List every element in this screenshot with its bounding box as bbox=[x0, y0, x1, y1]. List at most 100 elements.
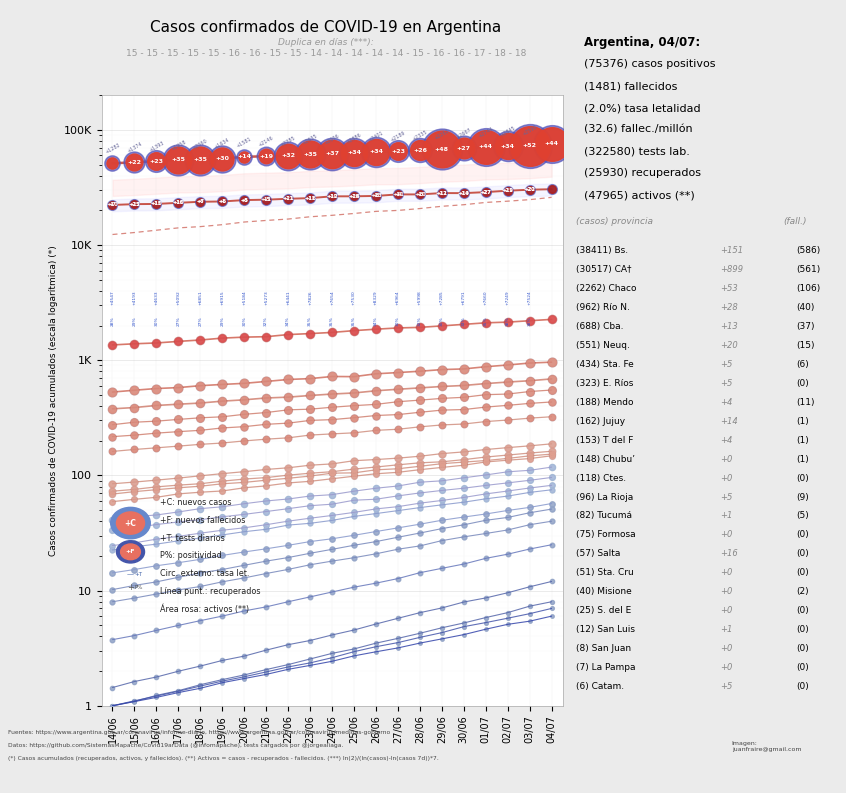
Text: +24: +24 bbox=[349, 193, 360, 199]
Text: 30%: 30% bbox=[440, 316, 444, 326]
Text: +1374: +1374 bbox=[126, 141, 143, 154]
Text: (106): (106) bbox=[796, 284, 821, 293]
Text: (casos) provincia: (casos) provincia bbox=[576, 216, 653, 225]
Text: (30517) CA†: (30517) CA† bbox=[576, 265, 632, 274]
Text: 15 - 15 - 15 - 15 - 15 - 16 - 16 - 15 - 15 - 14 - 14 - 14 - 14 - 14 - 15 - 16 - : 15 - 15 - 15 - 15 - 15 - 16 - 16 - 15 - … bbox=[125, 49, 526, 58]
Y-axis label: Casos confirmados de COVID-19 acumulados (escala logarítmica) (*): Casos confirmados de COVID-19 acumulados… bbox=[49, 245, 58, 556]
Text: (561): (561) bbox=[796, 265, 821, 274]
Text: +T: +T bbox=[135, 572, 143, 577]
Text: +1581: +1581 bbox=[236, 136, 253, 148]
Text: +22: +22 bbox=[128, 160, 141, 165]
Text: P%: P% bbox=[135, 584, 143, 590]
Text: +6: +6 bbox=[196, 199, 204, 205]
Text: 38%: 38% bbox=[528, 316, 531, 326]
Text: (47965) activos (**): (47965) activos (**) bbox=[584, 190, 695, 201]
Text: +6: +6 bbox=[240, 197, 248, 202]
Text: +7826: +7826 bbox=[308, 290, 312, 305]
Text: +2262: +2262 bbox=[433, 128, 450, 140]
Text: Argentina, 04/07:: Argentina, 04/07: bbox=[584, 36, 700, 49]
Text: +10: +10 bbox=[459, 190, 470, 196]
Text: +30: +30 bbox=[216, 156, 229, 161]
Text: (75) Formosa: (75) Formosa bbox=[576, 531, 636, 539]
Text: +151: +151 bbox=[721, 246, 744, 255]
Text: +0: +0 bbox=[721, 663, 733, 672]
Text: +23: +23 bbox=[391, 149, 405, 154]
Text: (0): (0) bbox=[796, 626, 810, 634]
Text: +48: +48 bbox=[435, 147, 449, 151]
Text: (0): (0) bbox=[796, 645, 810, 653]
Text: +12: +12 bbox=[129, 201, 140, 207]
Text: +0: +0 bbox=[721, 588, 733, 596]
Text: (5): (5) bbox=[796, 511, 810, 520]
Text: +16: +16 bbox=[173, 201, 184, 205]
Text: (82) Tucumá: (82) Tucumá bbox=[576, 511, 632, 520]
Text: +7285: +7285 bbox=[440, 290, 444, 305]
Text: +: + bbox=[127, 583, 134, 592]
Text: (25) S. del E: (25) S. del E bbox=[576, 607, 631, 615]
Text: 30%: 30% bbox=[242, 316, 246, 326]
Text: +899: +899 bbox=[721, 265, 744, 274]
Text: +C: +C bbox=[124, 519, 136, 527]
Text: +14: +14 bbox=[237, 155, 251, 159]
Text: +4547: +4547 bbox=[111, 290, 114, 305]
Text: +7654: +7654 bbox=[330, 290, 334, 305]
Text: (2262) Chaco: (2262) Chaco bbox=[576, 284, 637, 293]
Text: +2744: +2744 bbox=[477, 126, 494, 139]
Text: +37: +37 bbox=[325, 151, 339, 156]
Text: 34%: 34% bbox=[374, 316, 378, 326]
Text: 35%: 35% bbox=[330, 316, 334, 326]
Text: (0): (0) bbox=[796, 473, 810, 482]
Text: (7) La Pampa: (7) La Pampa bbox=[576, 663, 635, 672]
Text: +7524: +7524 bbox=[528, 290, 531, 305]
Text: +2146: +2146 bbox=[258, 136, 275, 148]
Text: +7: +7 bbox=[196, 199, 205, 205]
Text: +5092: +5092 bbox=[176, 290, 180, 305]
Text: (0): (0) bbox=[796, 550, 810, 558]
Circle shape bbox=[121, 544, 140, 560]
Text: (11): (11) bbox=[796, 397, 815, 407]
Text: (25930) recuperados: (25930) recuperados bbox=[584, 168, 701, 178]
Text: +34: +34 bbox=[369, 149, 383, 154]
Text: +34: +34 bbox=[501, 144, 514, 149]
Text: (1): (1) bbox=[796, 416, 810, 426]
Text: +23: +23 bbox=[150, 159, 163, 163]
Text: +2189: +2189 bbox=[389, 131, 406, 144]
Text: (32.6) fallec./millón: (32.6) fallec./millón bbox=[584, 125, 693, 135]
Text: (2): (2) bbox=[796, 588, 809, 596]
Text: +10: +10 bbox=[327, 193, 338, 199]
Text: +35: +35 bbox=[194, 157, 207, 162]
Text: +18: +18 bbox=[349, 193, 360, 199]
Text: (688) Cba.: (688) Cba. bbox=[576, 322, 624, 331]
Text: +20: +20 bbox=[524, 187, 536, 192]
Text: +10: +10 bbox=[173, 201, 184, 205]
Text: +2590: +2590 bbox=[521, 125, 538, 137]
Text: +C: nuevos casos: +C: nuevos casos bbox=[160, 498, 232, 508]
Text: +35: +35 bbox=[303, 152, 317, 157]
Text: +6964: +6964 bbox=[396, 290, 400, 305]
Text: +25: +25 bbox=[129, 201, 140, 207]
Text: +5273: +5273 bbox=[264, 290, 268, 305]
Text: (40) Misione: (40) Misione bbox=[576, 588, 632, 596]
Text: (fall.): (fall.) bbox=[783, 216, 807, 225]
Text: +10: +10 bbox=[107, 202, 118, 208]
Text: +11: +11 bbox=[305, 196, 316, 201]
Text: (322580) tests lab.: (322580) tests lab. bbox=[584, 147, 690, 157]
Text: +35: +35 bbox=[172, 157, 185, 163]
Text: +6915: +6915 bbox=[220, 290, 224, 305]
Text: (8) San Juan: (8) San Juan bbox=[576, 645, 631, 653]
Text: 35%: 35% bbox=[308, 316, 312, 326]
Text: (0): (0) bbox=[796, 531, 810, 539]
Text: 27%: 27% bbox=[176, 316, 180, 326]
Text: 35%: 35% bbox=[484, 316, 488, 326]
Text: +0: +0 bbox=[721, 645, 733, 653]
Text: +12: +12 bbox=[327, 193, 338, 199]
Text: +13: +13 bbox=[721, 322, 739, 331]
Text: +5: +5 bbox=[721, 492, 733, 501]
Text: 27%: 27% bbox=[198, 316, 202, 326]
Text: +0: +0 bbox=[721, 607, 733, 615]
Text: +5: +5 bbox=[721, 360, 733, 369]
Text: +32: +32 bbox=[281, 153, 295, 159]
Text: +5: +5 bbox=[721, 378, 733, 388]
Text: (0): (0) bbox=[796, 663, 810, 672]
Text: (9): (9) bbox=[796, 492, 810, 501]
